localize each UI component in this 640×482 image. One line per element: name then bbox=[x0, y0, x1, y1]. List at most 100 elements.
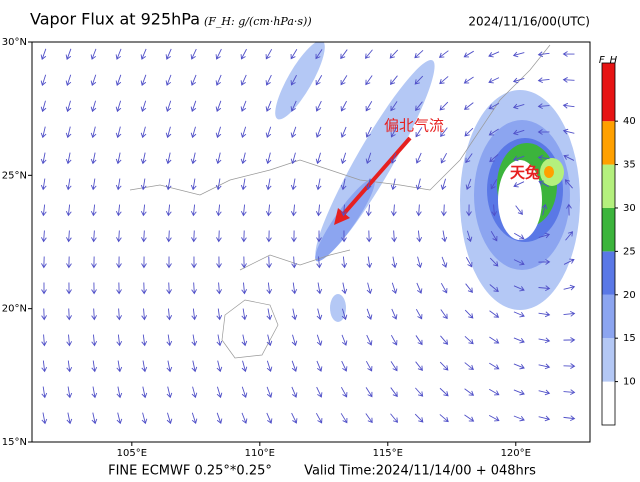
wind-arrows bbox=[40, 48, 576, 425]
wind-arrow bbox=[141, 230, 147, 243]
wind-arrow bbox=[215, 178, 222, 191]
wind-arrow bbox=[512, 155, 525, 162]
hainan bbox=[221, 299, 279, 359]
wind-arrow bbox=[241, 308, 248, 321]
wind-arrow bbox=[563, 363, 576, 369]
wind-arrow bbox=[140, 152, 147, 165]
wind-arrow bbox=[315, 74, 323, 86]
wind-arrow bbox=[215, 74, 222, 86]
wind-arrow bbox=[66, 386, 73, 399]
wind-arrow bbox=[115, 152, 122, 165]
wind-arrow bbox=[165, 74, 172, 86]
wind-arrow bbox=[165, 100, 172, 113]
wind-arrow bbox=[365, 101, 373, 112]
wind-arrow bbox=[416, 204, 422, 217]
wind-arrow bbox=[490, 231, 498, 242]
wind-arrow bbox=[538, 337, 551, 344]
flow-arrow bbox=[338, 136, 412, 220]
wind-arrow bbox=[441, 230, 448, 243]
wind-arrow bbox=[488, 51, 500, 58]
wind-arrow bbox=[538, 285, 551, 292]
wind-arrow bbox=[140, 48, 147, 60]
coast bbox=[239, 249, 351, 271]
wind-arrow bbox=[488, 414, 500, 422]
wind-arrow bbox=[291, 308, 298, 321]
wind-arrow bbox=[512, 77, 525, 84]
wind-arrow bbox=[115, 48, 122, 60]
wind-arrow bbox=[466, 204, 472, 217]
wind-arrow bbox=[215, 100, 222, 112]
footer-model: FINE ECMWF 0.25°*0.25° bbox=[108, 464, 272, 479]
wind-arrow bbox=[513, 337, 525, 344]
wind-arrow bbox=[90, 204, 97, 217]
wind-arrow bbox=[391, 282, 398, 295]
wind-arrow bbox=[266, 334, 273, 347]
wind-arrow bbox=[366, 230, 372, 243]
wind-arrow bbox=[116, 308, 122, 321]
wind-arrow bbox=[40, 100, 47, 113]
wind-arrow bbox=[489, 310, 500, 318]
wind-arrow bbox=[116, 256, 122, 269]
wind-arrow bbox=[241, 282, 248, 295]
colorbar-tick-label: 15 bbox=[623, 333, 636, 344]
wind-arrow bbox=[341, 334, 348, 346]
wind-arrow bbox=[90, 126, 97, 139]
wind-arrow bbox=[439, 101, 449, 111]
wind-arrow bbox=[489, 154, 499, 163]
wind-arrow bbox=[291, 334, 298, 347]
wind-arrow bbox=[290, 178, 297, 191]
colorbar-frame bbox=[601, 62, 616, 426]
wind-arrow bbox=[215, 204, 222, 217]
wind-arrow bbox=[565, 231, 574, 241]
wind-arrow bbox=[488, 388, 500, 396]
wind-arrow bbox=[562, 128, 575, 135]
valid-time: 2024/11/16/00(UTC) bbox=[468, 15, 590, 29]
wind-arrow bbox=[141, 334, 148, 347]
wind-arrow bbox=[166, 386, 173, 399]
wind-arrow bbox=[562, 51, 575, 57]
lat-label: 30°N bbox=[2, 37, 27, 48]
wind-arrow bbox=[90, 152, 97, 165]
wind-arrow bbox=[291, 386, 298, 398]
wind-arrow bbox=[41, 412, 48, 425]
wind-arrow bbox=[190, 178, 197, 191]
wind-arrow bbox=[489, 362, 500, 370]
flow-shade bbox=[275, 42, 325, 120]
wind-arrow bbox=[40, 178, 47, 191]
flow-arrowhead bbox=[334, 208, 350, 225]
wind-arrow bbox=[415, 387, 424, 397]
coastline bbox=[129, 44, 551, 359]
wind-arrow bbox=[316, 334, 323, 347]
wind-arrow bbox=[365, 387, 373, 398]
wind-arrow bbox=[291, 230, 297, 243]
wind-arrow bbox=[438, 50, 449, 58]
wind-arrow bbox=[439, 361, 449, 371]
wind-arrow bbox=[390, 204, 397, 217]
wind-arrow bbox=[315, 49, 323, 60]
wind-arrow bbox=[537, 51, 550, 58]
wind-arrow bbox=[439, 414, 449, 423]
wind-arrow bbox=[241, 360, 248, 373]
wind-arrow bbox=[216, 386, 223, 399]
wind-arrow bbox=[463, 50, 474, 58]
wind-arrow bbox=[463, 76, 474, 84]
wind-arrow bbox=[341, 308, 348, 321]
wind-arrow bbox=[390, 178, 397, 191]
wind-arrow bbox=[91, 256, 97, 269]
wind-arrow bbox=[116, 360, 123, 373]
wind-arrow bbox=[291, 256, 297, 269]
wind-arrow bbox=[441, 256, 448, 268]
wind-arrow bbox=[216, 282, 223, 295]
wind-arrow bbox=[488, 77, 500, 84]
wind-arrow bbox=[65, 152, 72, 165]
wind-arrow bbox=[537, 154, 550, 161]
wind-arrow bbox=[538, 232, 551, 239]
wind-arrow bbox=[340, 152, 347, 165]
wind-arrow bbox=[265, 100, 272, 112]
wind-arrow bbox=[440, 282, 448, 294]
colorbar-tick-label: 25 bbox=[623, 246, 636, 257]
wind-arrow bbox=[66, 308, 72, 321]
wind-arrow bbox=[563, 154, 575, 161]
wind-arrow bbox=[216, 230, 222, 243]
wind-arrow bbox=[365, 204, 372, 217]
